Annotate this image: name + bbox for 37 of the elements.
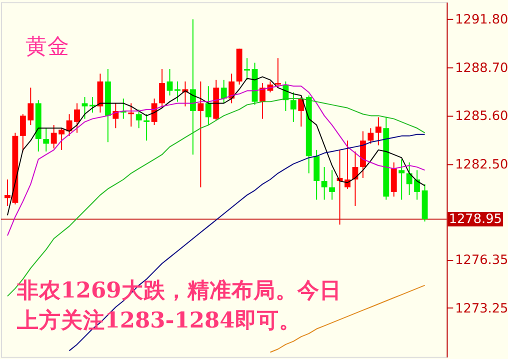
candlestick — [321, 166, 328, 200]
candlestick — [159, 68, 165, 108]
candlestick — [298, 96, 304, 128]
y-tick-label: 1285.60 — [455, 109, 508, 124]
candlestick — [274, 58, 281, 88]
candlestick — [390, 162, 397, 198]
candlestick — [166, 68, 173, 96]
candlestick — [43, 128, 50, 152]
candlestick — [244, 58, 250, 80]
candlestick — [190, 18, 196, 156]
text: 黄金 — [26, 34, 70, 60]
y-tick-label: 1273.25 — [455, 301, 508, 316]
candlestick — [144, 114, 150, 142]
candlestick — [290, 92, 296, 122]
candlestick — [260, 82, 266, 120]
annotation: 上方关注1283-1284即可。 — [16, 307, 301, 334]
candlestick — [329, 170, 336, 200]
candlestick — [82, 96, 88, 120]
candlestick — [220, 79, 227, 104]
y-tick-label: 1276.35 — [455, 253, 508, 268]
y-tick-label: 1288.70 — [455, 60, 508, 76]
candlestick — [128, 102, 134, 128]
candlestick — [112, 102, 119, 129]
candlestick — [398, 158, 405, 200]
candlestick — [151, 98, 158, 126]
ref-line-label: 1278.95 — [448, 212, 502, 228]
candlestick — [344, 140, 350, 190]
candlestick — [228, 73, 235, 104]
candlestick — [174, 80, 180, 102]
candlestick — [368, 128, 374, 144]
y-tick-label: 1291.80 — [455, 12, 508, 28]
line-series — [6, 76, 426, 216]
candlestick — [198, 80, 204, 188]
y-tick-label: 1282.50 — [455, 157, 508, 172]
candlestick — [136, 108, 142, 129]
candlestick — [375, 116, 382, 146]
candlestick — [205, 86, 212, 126]
